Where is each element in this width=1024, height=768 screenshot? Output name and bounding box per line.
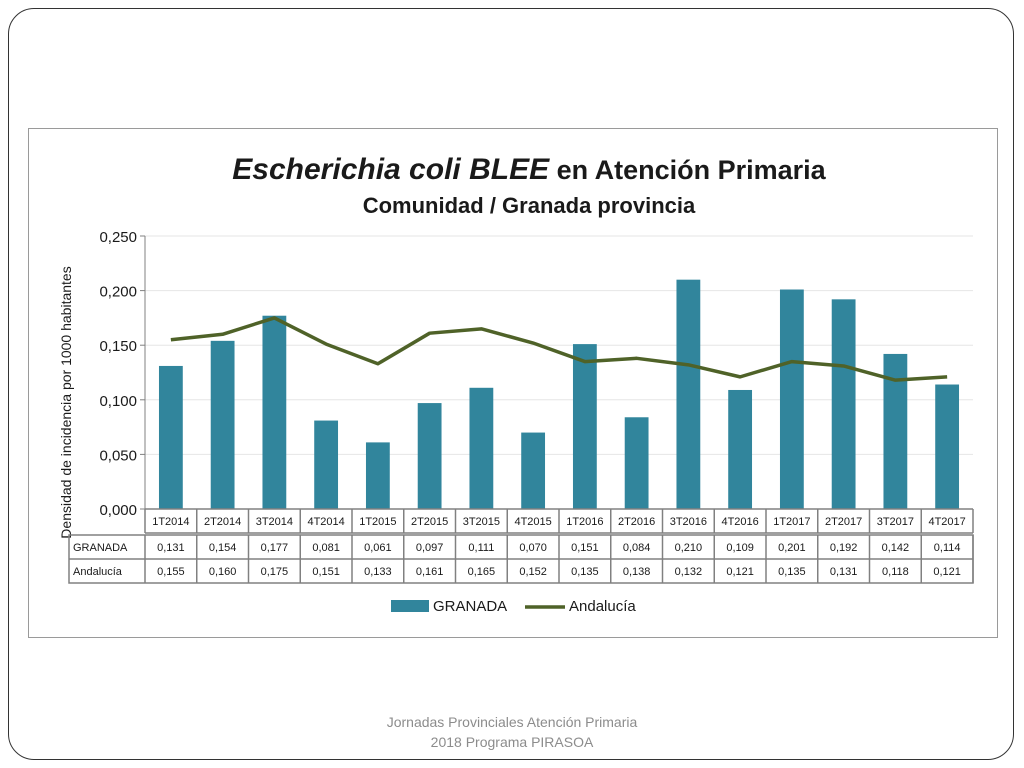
bar-4T2016 (728, 389, 753, 509)
bar-1T2014 (158, 365, 183, 509)
bar-series-granada (158, 279, 960, 509)
data-label: 0,114 (934, 542, 961, 554)
legend-label-andalucia: Andalucía (569, 598, 636, 615)
data-label: 0,160 (209, 566, 237, 578)
data-label: 0,131 (157, 542, 185, 554)
data-label: 0,177 (261, 542, 289, 554)
y-tick-label: 0,100 (99, 393, 137, 410)
y-tick-label: 0,050 (99, 447, 137, 464)
svg-text:Escherichia coli BLEE en Atenc: Escherichia coli BLEE en Atención Primar… (232, 153, 826, 186)
chart-svg: Escherichia coli BLEE en Atención Primar… (58, 153, 974, 615)
data-label: 0,135 (571, 566, 599, 578)
y-tick-label: 0,000 (99, 502, 137, 519)
x-tick-label: 2T2017 (825, 516, 862, 528)
data-label: 0,121 (726, 566, 754, 578)
data-label: 0,132 (675, 566, 703, 578)
slide-frame (8, 8, 1014, 760)
bar-3T2016 (676, 279, 701, 509)
line-andalucia (170, 316, 948, 382)
bar-4T2014 (314, 420, 339, 509)
y-axis-label: Densidad de incidencia por 1000 habitant… (58, 266, 74, 538)
x-tick-label: 4T2016 (721, 516, 758, 528)
data-label: 0,084 (623, 542, 651, 554)
x-tick-label: 4T2014 (307, 516, 344, 528)
data-label: 0,201 (778, 542, 806, 554)
footer-program: 2018 Programa PIRASOA (430, 734, 594, 750)
x-tick-label: 2T2016 (618, 516, 655, 528)
bar-3T2015 (469, 387, 494, 509)
data-label: 0,135 (778, 566, 806, 578)
chart-subtitle: Comunidad / Granada provincia (363, 193, 696, 218)
legend-label-granada: GRANADA (433, 598, 507, 615)
chart-title-italic: Escherichia coli BLEE (232, 153, 550, 186)
legend: GRANADA Andalucía (391, 598, 636, 615)
footer-event-name: Jornadas Provinciales Atención Primaria (386, 714, 638, 730)
data-label: 0,061 (364, 542, 392, 554)
x-tick-label: 2T2014 (204, 516, 241, 528)
bar-2T2017 (831, 299, 856, 509)
x-tick-label: 1T2014 (152, 516, 189, 528)
y-tick-label: 0,150 (99, 338, 137, 355)
data-label: 0,121 (933, 566, 961, 578)
data-label: 0,192 (830, 542, 858, 554)
y-axis-ticks: 0,000 0,050 0,100 0,150 0,200 0,250 (99, 229, 146, 519)
bar-3T2014 (262, 315, 287, 509)
data-label: 0,131 (830, 566, 858, 578)
data-label: 0,097 (416, 542, 444, 554)
data-label: 0,138 (623, 566, 651, 578)
x-tick-label: 4T2015 (514, 516, 551, 528)
y-tick-label: 0,200 (99, 284, 137, 301)
data-label: 0,070 (519, 542, 547, 554)
bar-2T2016 (624, 417, 649, 509)
data-label: 0,165 (468, 566, 496, 578)
table-row-label: Andalucía (73, 566, 123, 578)
x-tick-label: 3T2017 (877, 516, 914, 528)
bar-4T2017 (935, 384, 960, 509)
line-series-andalucia (170, 316, 948, 382)
chart-title: Escherichia coli BLEE en Atención Primar… (232, 153, 826, 218)
bar-3T2017 (883, 353, 908, 509)
x-tick-label: 3T2016 (670, 516, 707, 528)
bar-1T2015 (365, 442, 390, 509)
chart-title-rest: en Atención Primaria (549, 155, 827, 185)
data-label: 0,111 (468, 542, 494, 554)
bar-2T2015 (417, 403, 442, 509)
data-label: 0,154 (209, 542, 237, 554)
data-label: 0,142 (882, 542, 910, 554)
data-label: 0,151 (312, 566, 340, 578)
data-label: 0,152 (519, 566, 547, 578)
data-label: 0,133 (364, 566, 392, 578)
y-tick-label: 0,250 (99, 229, 137, 246)
x-tick-label: 4T2017 (928, 516, 965, 528)
x-tick-label: 1T2017 (773, 516, 810, 528)
data-label: 0,175 (261, 566, 289, 578)
data-label: 0,151 (571, 542, 599, 554)
legend-swatch-granada (391, 600, 429, 612)
chart-container: Escherichia coli BLEE en Atención Primar… (28, 128, 998, 638)
x-tick-label: 3T2014 (256, 516, 293, 528)
bar-1T2017 (779, 289, 804, 509)
data-label: 0,081 (312, 542, 340, 554)
data-label: 0,210 (675, 542, 703, 554)
table-row-label: GRANADA (73, 542, 128, 554)
bar-2T2014 (210, 340, 235, 509)
bar-1T2016 (572, 344, 597, 509)
data-label: 0,109 (726, 542, 754, 554)
data-table: 1T2014 2T2014 3T2014 4T2014 1T2015 2T2015 3T20… (68, 508, 974, 584)
x-tick-label: 3T2015 (463, 516, 500, 528)
x-tick-label: 1T2015 (359, 516, 396, 528)
data-label: 0,161 (416, 566, 444, 578)
x-tick-label: 2T2015 (411, 516, 448, 528)
data-label: 0,118 (882, 566, 909, 578)
bar-4T2015 (521, 432, 546, 509)
data-label: 0,155 (157, 566, 185, 578)
x-tick-label: 1T2016 (566, 516, 603, 528)
